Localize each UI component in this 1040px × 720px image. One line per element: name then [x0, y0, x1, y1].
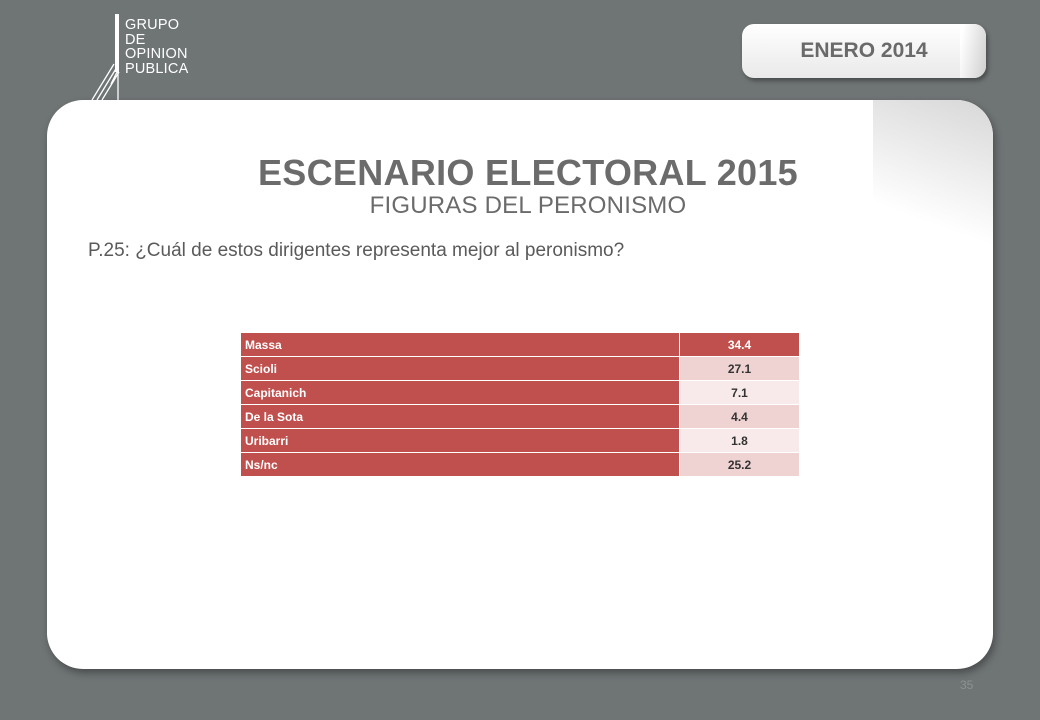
logo-text-line: OPINION — [125, 46, 188, 62]
candidate-name: De la Sota — [240, 404, 680, 429]
badge-page-curl — [960, 24, 986, 78]
table-row: Ns/nc 25.2 — [240, 452, 800, 477]
survey-question: P.25: ¿Cuál de estos dirigentes represen… — [88, 240, 625, 261]
logo-mark-icon — [91, 14, 120, 101]
candidate-name: Uribarri — [240, 428, 680, 453]
page-title: ESCENARIO ELECTORAL 2015 — [257, 152, 798, 193]
candidate-value: 1.8 — [679, 428, 800, 453]
date-badge: ENERO 2014 — [742, 24, 986, 78]
logo-text-line: GRUPO — [125, 17, 180, 33]
date-label: ENERO 2014 — [800, 39, 928, 62]
candidate-value: 27.1 — [679, 356, 800, 381]
table-row: Scioli 27.1 — [240, 356, 800, 381]
table-row: Uribarri 1.8 — [240, 428, 800, 453]
candidate-value: 34.4 — [679, 332, 800, 357]
candidate-name: Massa — [240, 332, 680, 357]
logo-text-line: DE — [125, 31, 146, 48]
table-row: Capitanich 7.1 — [240, 380, 800, 405]
logo-text-line: PUBLICA — [125, 60, 189, 77]
candidate-name: Scioli — [240, 356, 680, 381]
table-row: Massa 34.4 — [240, 332, 800, 357]
candidate-name: Capitanich — [240, 380, 680, 405]
page-number: 35 — [960, 678, 974, 692]
candidate-value: 4.4 — [679, 404, 800, 429]
candidate-value: 25.2 — [679, 452, 800, 477]
candidate-value: 7.1 — [679, 380, 800, 405]
page-subtitle: FIGURAS DEL PERONISMO — [369, 192, 687, 219]
table-row: De la Sota 4.4 — [240, 404, 800, 429]
candidate-name: Ns/nc — [240, 452, 680, 477]
results-table: Massa 34.4 Scioli 27.1 Capitanich 7.1 De… — [240, 332, 800, 477]
grupo-opinion-publica-logo: GRUPO DE OPINION PUBLICA — [88, 14, 218, 114]
